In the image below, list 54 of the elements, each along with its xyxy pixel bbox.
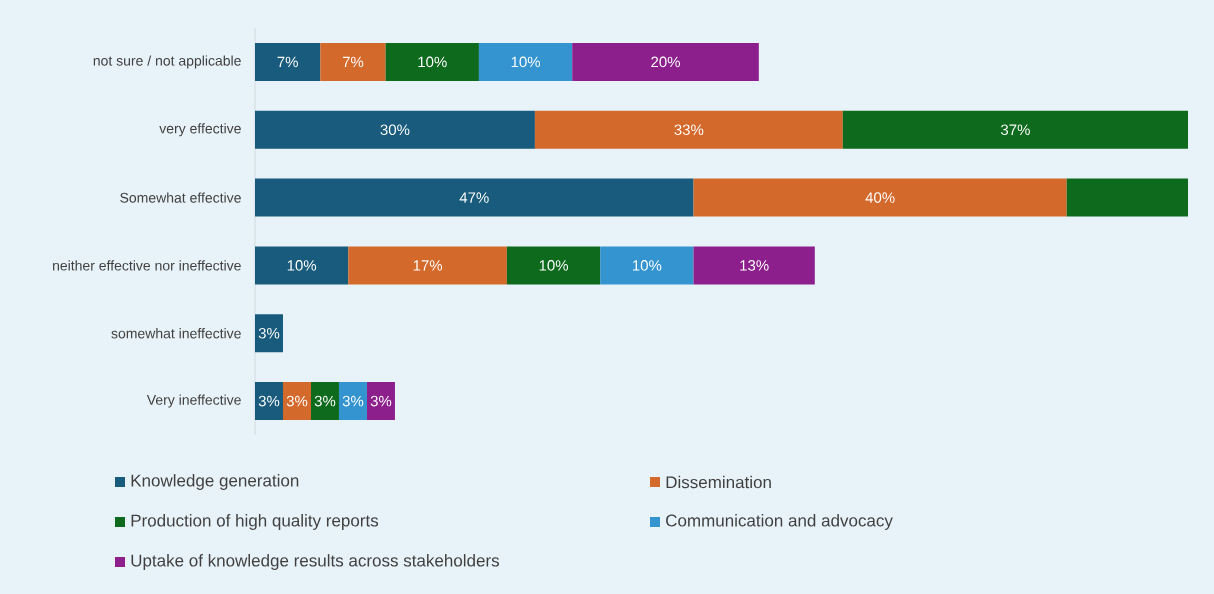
data-label: 37% [1000, 124, 1030, 136]
data-label: 7% [277, 56, 298, 68]
data-label: 3% [314, 395, 336, 407]
bar [338, 382, 367, 421]
data-label: 10% [418, 56, 447, 68]
bar [348, 246, 507, 285]
data-label: 40% [865, 192, 895, 203]
bar [693, 178, 1067, 217]
y-tick-label: Somewhat effective [120, 192, 241, 203]
data-label: 30% [380, 124, 410, 136]
data-label: 3% [258, 395, 280, 407]
bar [255, 246, 349, 285]
bar [320, 42, 386, 81]
bar [255, 382, 283, 421]
y-tick-label: very effective [159, 123, 241, 137]
y-tick-label: neither effective nor ineffective [53, 260, 241, 271]
legend-label: Dissemination [666, 475, 771, 489]
y-tick-label: Very ineffective [146, 394, 241, 408]
bar [1066, 178, 1189, 217]
bar [478, 42, 573, 81]
data-label: 7% [342, 56, 364, 68]
bar [506, 246, 601, 285]
bar [693, 246, 815, 285]
data-label: 10% [287, 260, 317, 271]
bar [534, 110, 843, 149]
legend-label: Knowledge generation [131, 474, 299, 490]
bar [282, 382, 311, 421]
data-label: 10% [633, 260, 662, 271]
y-tick-label: not sure / not applicable [93, 55, 241, 69]
data-label: 3% [258, 327, 280, 339]
data-label: 3% [286, 395, 308, 407]
data-label: 3% [370, 395, 392, 407]
bar [255, 178, 694, 217]
data-label: 3% [342, 395, 364, 407]
bar [572, 42, 759, 81]
bar [255, 110, 535, 149]
legend-label: Uptake of knowledge results across stakeholders [131, 554, 499, 570]
data-label: 47% [459, 192, 489, 203]
bar [842, 110, 1189, 149]
bar [385, 42, 479, 81]
bar [310, 382, 339, 421]
data-label: 33% [674, 124, 704, 136]
data-label: 20% [651, 56, 680, 68]
bar [366, 382, 395, 421]
data-label: 10% [539, 260, 569, 271]
bar [600, 246, 694, 285]
bar [255, 314, 283, 353]
y-tick-label: somewhat ineffective [111, 328, 241, 339]
legend-label: Communication and advocacy [666, 514, 893, 530]
data-label: 17% [413, 260, 443, 271]
bar [255, 42, 321, 81]
data-label: 10% [511, 56, 541, 68]
legend-label: Production of high quality reports [131, 514, 379, 530]
data-label: 13% [740, 260, 769, 271]
